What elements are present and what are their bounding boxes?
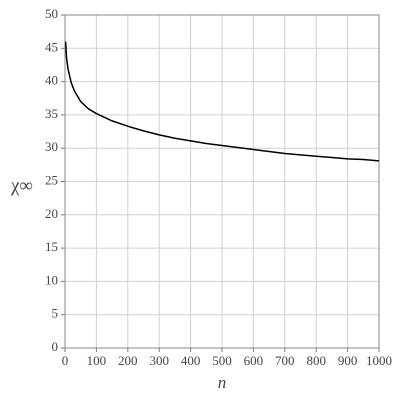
x-tick-label: 200 [118, 353, 138, 368]
x-tick-label: 800 [306, 353, 326, 368]
y-tick-label: 45 [45, 39, 58, 54]
x-tick-label: 400 [181, 353, 201, 368]
y-tick-label: 40 [45, 73, 58, 88]
y-axis-label: χ∞ [10, 175, 33, 196]
y-tick-label: 50 [45, 6, 58, 21]
x-tick-label: 100 [87, 353, 107, 368]
y-tick-label: 30 [45, 139, 58, 154]
y-tick-label: 0 [52, 339, 59, 354]
x-tick-label: 300 [149, 353, 169, 368]
x-tick-label: 500 [212, 353, 232, 368]
y-tick-label: 25 [45, 172, 58, 187]
x-axis-label: n [218, 373, 227, 392]
x-tick-label: 0 [62, 353, 69, 368]
y-tick-label: 5 [52, 306, 59, 321]
plot-frame [64, 14, 380, 349]
x-tick-label: 1000 [366, 353, 392, 368]
x-tick-label: 900 [338, 353, 358, 368]
x-tick-label: 600 [244, 353, 264, 368]
line [64, 41, 380, 162]
y-tick-label: 10 [45, 272, 58, 287]
y-tick-label: 20 [45, 206, 58, 221]
y-tick-label: 35 [45, 106, 58, 121]
y-tick-label: 15 [45, 239, 58, 254]
x-tick-label: 700 [275, 353, 295, 368]
